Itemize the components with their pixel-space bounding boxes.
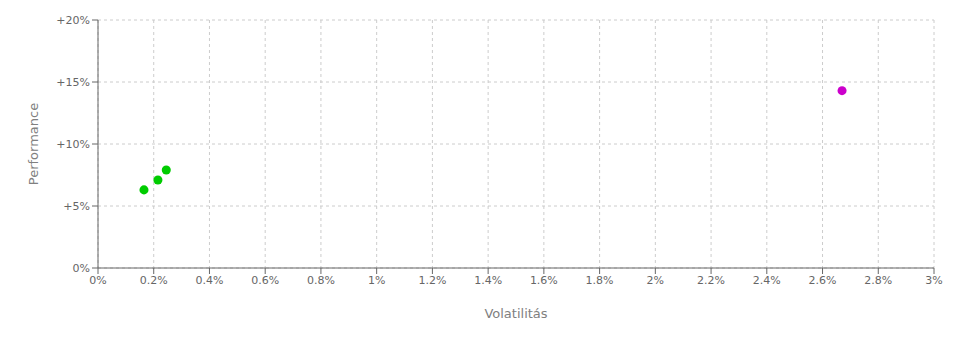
svg-text:2.6%: 2.6% — [809, 274, 837, 287]
svg-text:0%: 0% — [73, 262, 90, 275]
svg-text:0.6%: 0.6% — [251, 274, 279, 287]
svg-text:+5%: +5% — [63, 200, 90, 213]
svg-text:+20%: +20% — [56, 14, 90, 27]
svg-text:2%: 2% — [647, 274, 664, 287]
svg-text:Performance: Performance — [26, 103, 41, 185]
svg-text:0.4%: 0.4% — [195, 274, 223, 287]
svg-text:2.8%: 2.8% — [864, 274, 892, 287]
svg-text:2.2%: 2.2% — [697, 274, 725, 287]
svg-text:+10%: +10% — [56, 138, 90, 151]
svg-text:1.8%: 1.8% — [586, 274, 614, 287]
svg-text:0.8%: 0.8% — [307, 274, 335, 287]
svg-text:3%: 3% — [925, 274, 942, 287]
svg-text:+15%: +15% — [56, 76, 90, 89]
svg-text:0%: 0% — [89, 274, 106, 287]
svg-text:1.2%: 1.2% — [418, 274, 446, 287]
svg-text:1.6%: 1.6% — [530, 274, 558, 287]
svg-text:1%: 1% — [368, 274, 385, 287]
svg-text:Volatilitás: Volatilitás — [484, 306, 547, 321]
svg-text:0.2%: 0.2% — [140, 274, 168, 287]
svg-text:2.4%: 2.4% — [753, 274, 781, 287]
svg-text:1.4%: 1.4% — [474, 274, 502, 287]
